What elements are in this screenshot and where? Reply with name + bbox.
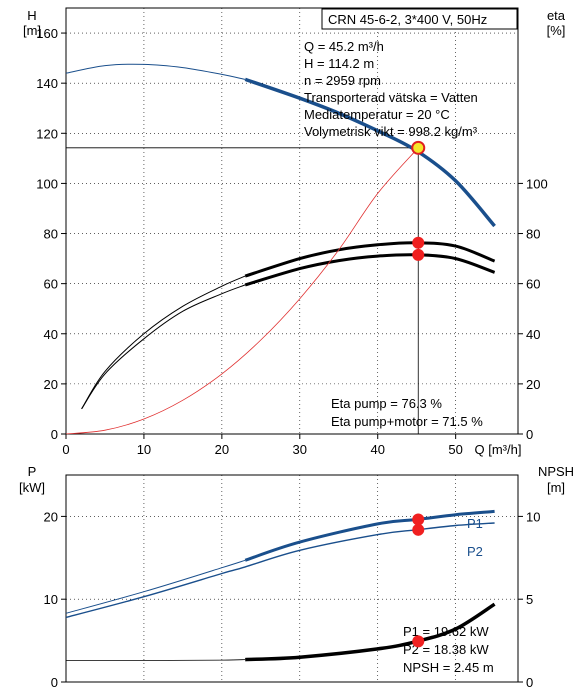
bottom-ticks: 0 10 20 0 5 10 <box>44 509 541 690</box>
x-tick-label: 40 <box>370 442 384 457</box>
info-head: H = 114.2 m <box>304 56 374 71</box>
npsh-tick-label: 10 <box>526 509 540 524</box>
x-tick-label: 50 <box>448 442 462 457</box>
top-plot-frame <box>65 7 519 435</box>
eta-tick-label: 80 <box>526 227 540 242</box>
operating-point-head-marker <box>411 140 426 155</box>
head-axis-unit: [m] <box>23 23 41 38</box>
npsh-marker <box>412 635 425 648</box>
head-tick-label: 0 <box>51 427 58 442</box>
eta-tick-label: 40 <box>526 327 540 342</box>
p2-marker <box>412 523 425 536</box>
eta-tick-label: 60 <box>526 277 540 292</box>
head-tick-label: 140 <box>36 76 58 91</box>
npsh-axis-symbol: NPSH <box>538 464 574 479</box>
p1-curve-thin <box>65 559 246 614</box>
head-axis-symbol: H <box>27 8 36 23</box>
p1-marker <box>412 513 425 526</box>
info-flow: Q = 45.2 m³/h <box>304 39 384 54</box>
info-temperature: Mediatemperatur = 20 °C <box>304 107 450 122</box>
eta_pump-curve-bold <box>244 241 496 278</box>
series-label-p2: P2 <box>467 544 483 559</box>
head-tick-label: 20 <box>44 377 58 392</box>
eta-tick-label: 20 <box>526 377 540 392</box>
bottom-series <box>65 509 496 662</box>
eta-axis-unit: [%] <box>547 23 566 38</box>
result-eta-pump: Eta pump = 76.3 % <box>331 396 442 411</box>
head-curve-bold <box>244 77 496 228</box>
head-tick-label: 100 <box>36 176 58 191</box>
series-label-p1: P1 <box>467 516 483 531</box>
flow-axis-title: Q [m³/h] <box>475 442 522 457</box>
eta_pump-curve-thin <box>81 275 246 410</box>
info-speed: n = 2959 rpm <box>304 73 381 88</box>
power-tick-label: 20 <box>44 509 58 524</box>
npsh-tick-label: 0 <box>526 675 533 690</box>
eta_pump_motor-curve-thin <box>81 284 246 410</box>
top-ticks: 0 10 20 30 40 50 0 20 40 60 80 100 120 140 160 0 20 40 60 8… <box>36 26 547 457</box>
eta-tick-label: 100 <box>526 176 548 191</box>
info-liquid: Transporterad vätska = Vatten <box>304 90 478 105</box>
eta-pump-marker <box>412 236 425 249</box>
head-tick-label: 120 <box>36 126 58 141</box>
result-p2: P2 = 18.38 kW <box>403 642 489 657</box>
npsh-curve-bold <box>245 602 496 662</box>
eta-axis-symbol: eta <box>547 8 566 23</box>
efficiency-results-block: Eta pump = 76.3 % Eta pump+motor = 71.5 … <box>331 396 483 429</box>
head-tick-label: 160 <box>36 26 58 41</box>
npsh-axis-unit: [m] <box>547 480 565 495</box>
p1-curve-bold <box>244 509 495 562</box>
bottom-plot-frame <box>65 474 519 683</box>
operating-info-block: Q = 45.2 m³/h H = 114.2 m n = 2959 rpm T… <box>304 39 478 139</box>
head-tick-label: 80 <box>44 227 58 242</box>
x-tick-label: 10 <box>137 442 151 457</box>
p2-curve <box>65 522 495 619</box>
power-axis-unit: [kW] <box>19 480 45 495</box>
x-tick-label: 20 <box>215 442 229 457</box>
power-axis-symbol: P <box>28 464 37 479</box>
system-curve <box>65 147 419 435</box>
eta_pump_motor-curve-bold <box>244 253 496 287</box>
eta-tick-label: 0 <box>526 427 533 442</box>
result-eta-pump-motor: Eta pump+motor = 71.5 % <box>331 414 483 429</box>
x-tick-label: 0 <box>62 442 69 457</box>
npsh-curve-thin <box>65 659 246 661</box>
top-grid <box>65 8 518 435</box>
x-tick-label: 30 <box>293 442 307 457</box>
operating-point-markers <box>411 140 426 648</box>
head-tick-label: 60 <box>44 277 58 292</box>
head-tick-label: 40 <box>44 327 58 342</box>
head-curve-thin <box>65 63 246 80</box>
info-density: Volymetrisk vikt = 998.2 kg/m³ <box>304 124 478 139</box>
result-p1: P1 = 19.62 kW <box>403 624 489 639</box>
npsh-tick-label: 5 <box>526 592 533 607</box>
eta-pump-motor-marker <box>412 248 425 261</box>
top-series <box>65 63 496 435</box>
chart-header: CRN 45-6-2, 3*400 V, 50Hz <box>328 12 487 27</box>
power-tick-label: 0 <box>51 675 58 690</box>
result-npsh: NPSH = 2.45 m <box>403 660 494 675</box>
power-tick-label: 10 <box>44 592 58 607</box>
power-results-block: P1 = 19.62 kW P2 = 18.38 kW NPSH = 2.45 … <box>403 624 494 675</box>
header-box <box>321 8 518 30</box>
